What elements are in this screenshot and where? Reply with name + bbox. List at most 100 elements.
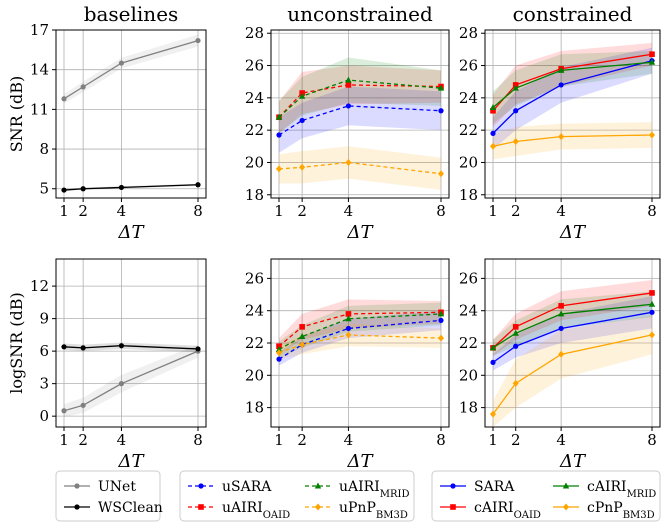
legend-marker — [74, 504, 80, 510]
x-tick-label: 1 — [59, 431, 69, 449]
legend-label: WSClean — [98, 500, 163, 516]
data-point-cPnP_BM3D — [512, 137, 519, 145]
plot-frame — [55, 29, 207, 199]
y-tick-label: 9 — [39, 310, 49, 328]
legend-label: uAIRIMRID — [339, 479, 409, 500]
data-point-UNet — [61, 96, 67, 102]
chart-panel-3: 1 2 4 8 0 3 6 9 12 ΔT logSNR (dB) — [7, 258, 207, 472]
x-tick-label: 1 — [488, 431, 498, 449]
x-tick-label: 2 — [78, 431, 88, 449]
plot-frame — [55, 258, 207, 428]
data-point-uAIRI_MRID — [345, 76, 352, 83]
data-point-UNet — [80, 402, 86, 408]
data-point-UNet — [195, 37, 201, 44]
y-tick-label: 24 — [245, 89, 264, 107]
chart-title: constrained — [513, 2, 633, 26]
data-point-cAIRI_MRID — [648, 58, 656, 65]
band-cAIRI_OAID — [493, 42, 652, 127]
x-tick-label: 1 — [274, 431, 284, 449]
y-tick-label: 26 — [245, 269, 264, 287]
data-point-cAIRI_OAID — [490, 107, 496, 114]
y-tick-label: 11 — [30, 100, 49, 118]
x-tick-label: 2 — [297, 202, 307, 220]
y-tick-label: 28 — [459, 24, 478, 42]
x-tick-label: 1 — [488, 202, 498, 220]
y-tick-label: 18 — [459, 186, 478, 204]
legend-0: UNet WSClean — [55, 470, 163, 522]
x-axis-label: ΔT — [117, 451, 145, 472]
series-line-uAIRI_MRID — [278, 79, 442, 118]
data-point-uSARA — [438, 317, 444, 323]
y-tick-label: 6 — [39, 342, 49, 360]
data-point-uAIRI_MRID — [437, 310, 445, 317]
data-point-uPnP_BM3D — [276, 349, 282, 357]
x-tick-label: 2 — [78, 202, 88, 220]
data-point-WSClean — [118, 343, 125, 349]
y-tick-label: 28 — [245, 24, 264, 42]
y-tick-label: 22 — [459, 121, 478, 139]
x-tick-label: 4 — [117, 202, 127, 220]
x-tick-label: 8 — [647, 431, 657, 449]
band-SARA — [493, 296, 652, 371]
x-tick-label: 8 — [436, 431, 446, 449]
data-point-cAIRI_OAID — [512, 324, 519, 330]
data-point-uAIRI_MRID — [275, 345, 283, 352]
band-uAIRI_MRID — [279, 57, 441, 134]
x-axis-label: ΔT — [346, 222, 374, 243]
x-axis-label: ΔT — [117, 222, 145, 243]
data-point-uAIRI_MRID — [345, 315, 352, 322]
legend-marker — [315, 503, 321, 511]
band-uSARA — [279, 86, 441, 153]
series-line-SARA — [492, 60, 653, 134]
data-point-uAIRI_OAID — [299, 324, 305, 330]
band-uAIRI_OAID — [279, 65, 441, 134]
data-point-uAIRI_MRID — [298, 333, 306, 340]
data-point-uSARA — [438, 108, 444, 114]
band-UNet — [64, 34, 198, 104]
y-tick-label: 24 — [459, 302, 478, 320]
legend-marker — [562, 482, 570, 489]
data-point-SARA — [558, 325, 564, 332]
series-line-WSClean — [63, 184, 199, 191]
data-point-cAIRI_MRID — [489, 344, 497, 351]
legend-frame — [179, 470, 415, 522]
data-point-UNet — [80, 84, 86, 90]
data-point-cPnP_BM3D — [490, 410, 496, 418]
data-point-uPnP_BM3D — [276, 165, 282, 173]
chart-title: baselines — [84, 2, 179, 26]
y-tick-label: 22 — [245, 121, 264, 139]
x-tick-label: 8 — [647, 202, 657, 220]
band-uAIRI_OAID — [279, 299, 441, 355]
data-point-UNet — [118, 60, 125, 66]
data-point-uSARA — [345, 325, 352, 332]
data-point-SARA — [558, 82, 564, 88]
x-axis-label: ΔT — [559, 451, 587, 472]
data-point-SARA — [513, 343, 519, 349]
y-tick-label: 22 — [245, 334, 264, 352]
chart-title: unconstrained — [287, 2, 433, 26]
series-line-uSARA — [278, 319, 442, 360]
legend-2: SARA cAIRIMRID cAIRIOAID cPnPBM3D — [431, 470, 661, 522]
y-tick-label: 14 — [30, 61, 49, 79]
band-cAIRI_MRID — [493, 291, 652, 356]
x-axis-label: ΔT — [346, 451, 374, 472]
legend-frame — [55, 470, 161, 522]
plot-frame — [270, 29, 450, 199]
band-uPnP_BM3D — [279, 146, 441, 190]
data-point-cAIRI_OAID — [649, 290, 655, 296]
band-WSClean — [64, 342, 198, 353]
data-point-uSARA — [299, 117, 305, 124]
legend-marker — [450, 483, 456, 489]
data-point-WSClean — [118, 184, 125, 191]
data-point-WSClean — [61, 187, 67, 193]
y-tick-label: 8 — [39, 140, 49, 158]
data-point-uPnP_BM3D — [438, 334, 444, 342]
data-point-uSARA — [345, 103, 352, 109]
y-tick-label: 20 — [459, 153, 478, 171]
y-tick-label: 26 — [459, 269, 478, 287]
y-tick-label: 24 — [459, 89, 478, 107]
data-point-cPnP_BM3D — [558, 133, 565, 141]
data-point-cAIRI_MRID — [557, 310, 565, 317]
y-tick-label: 18 — [459, 399, 478, 417]
